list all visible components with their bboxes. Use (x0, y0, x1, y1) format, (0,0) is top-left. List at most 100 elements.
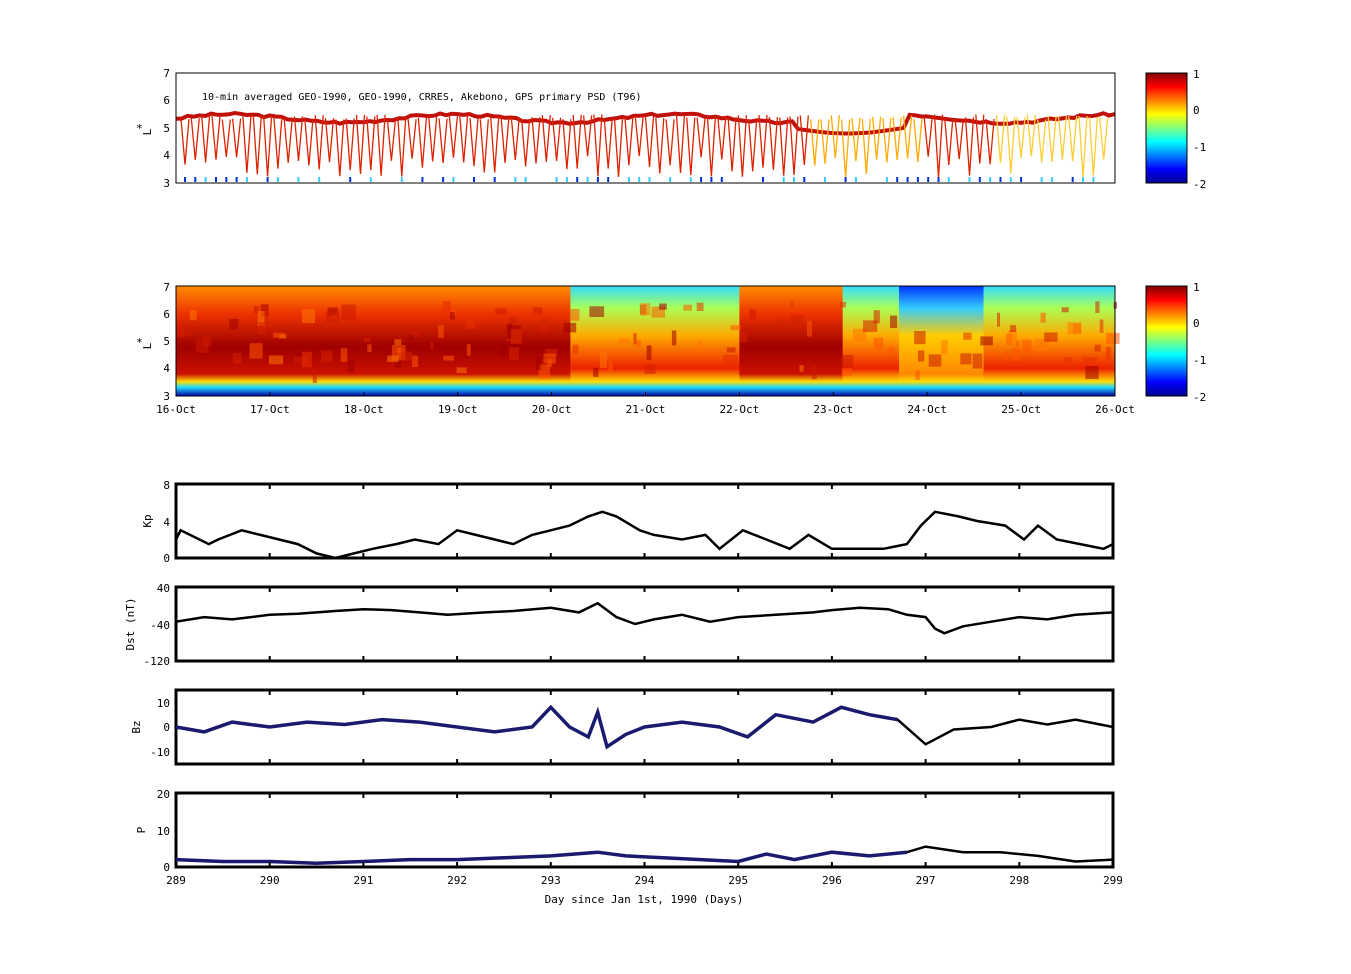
panel1-low-l-point (276, 177, 279, 182)
heatmap-cell (618, 338, 630, 344)
bottom-xtick: 298 (1009, 874, 1029, 887)
heatmap-cell (229, 319, 239, 330)
panel1-ytick: 3 (163, 177, 170, 190)
panel1-orbit-pass (541, 114, 551, 162)
panel2-ytick: 5 (163, 335, 170, 348)
heatmap-cell (853, 328, 867, 342)
dst-ylabel: Dst (nT) (124, 598, 137, 651)
panel1-orbit-pass (531, 117, 541, 164)
heatmap-cell (367, 344, 372, 353)
heatmap-cell (547, 359, 553, 368)
heatmap-cell (730, 325, 741, 331)
heatmap-cell (264, 310, 268, 324)
heatmap-cell (799, 365, 804, 372)
panel1-orbit-pass (366, 116, 376, 171)
panel1-orbit-pass (1088, 116, 1099, 176)
heatmap-cell (301, 351, 312, 368)
panel1-low-l-point (596, 177, 599, 182)
kp-ytick: 8 (163, 479, 170, 492)
heatmap-cell (499, 341, 507, 356)
heatmap-cell (258, 322, 268, 335)
heatmap-cell-block (570, 286, 740, 396)
panel1-orbit-pass (479, 119, 489, 173)
heatmap-cell (1010, 325, 1017, 332)
panel1-ytick: 4 (163, 149, 170, 162)
panel2-colorbar-tick: -2 (1193, 391, 1206, 404)
heatmap-cell (509, 347, 519, 361)
panel1-orbit-pass (376, 114, 386, 176)
panel1-orbit-pass (520, 119, 531, 167)
panel1-orbit-pass (995, 115, 1006, 164)
heatmap-cell (408, 334, 413, 341)
panel1-low-l-point (514, 177, 517, 182)
heatmap-cell (599, 352, 607, 368)
heatmap-cell (536, 356, 542, 370)
bz-ytick: 10 (157, 697, 170, 710)
panel1-low-l-point (689, 177, 692, 182)
panel1-orbit-pass (273, 117, 283, 169)
panel1-orbit-pass (1006, 116, 1016, 174)
heatmap-cell (790, 314, 804, 328)
panel1-orbit-pass (748, 118, 758, 172)
bottom-xtick: 291 (353, 874, 373, 887)
panel1-orbit-pass (562, 119, 572, 170)
p-ylabel: P (135, 826, 148, 833)
panel1-low-l-point (782, 177, 785, 182)
heatmap-cell (960, 353, 972, 365)
heatmap-cell (232, 352, 242, 364)
heatmap-cell (980, 336, 993, 346)
panel1-low-l-point (576, 177, 579, 182)
panel1-orbit-pass (902, 115, 913, 159)
panel1-low-l-point (648, 177, 651, 182)
panel1-low-l-point (452, 177, 455, 182)
panel1-orbit-pass (840, 119, 851, 178)
panel1-ylabel-star: * (136, 122, 143, 135)
heatmap-cell (972, 353, 983, 369)
panel-dst: 40 -40 -120 Dst (nT) (124, 582, 1115, 668)
panel1-orbit-pass (675, 114, 686, 174)
heatmap-cell (589, 306, 605, 317)
panel2-colorbar (1145, 285, 1188, 397)
panel1-orbit-pass (758, 115, 768, 168)
heatmap-cell (1015, 340, 1020, 347)
panel1-orbit-pass (923, 117, 933, 157)
panel2-ytick: 4 (163, 362, 170, 375)
panel1-low-l-point (1009, 177, 1012, 182)
p-ytick: 0 (163, 861, 170, 874)
heatmap-cell (888, 346, 894, 354)
panel1-low-l-point (978, 177, 981, 182)
panel2-xtick: 18-Oct (344, 403, 384, 416)
panel1-low-l-point (896, 177, 899, 182)
panel1-low-l-point (854, 177, 857, 182)
panel1-axes-box (175, 72, 1116, 184)
panel1-orbit-pass (644, 116, 655, 168)
heatmap-cell (841, 368, 852, 377)
panel1-low-l-point (947, 177, 950, 182)
panel1-low-l-point (803, 177, 806, 182)
dst-ytick: -120 (144, 655, 171, 668)
panel1-orbit-pass (954, 119, 964, 160)
heatmap-cell (696, 302, 704, 311)
heatmap-cell (272, 332, 285, 338)
panel1-low-l-point (1020, 177, 1023, 182)
panel1-orbit-pass (1016, 116, 1026, 159)
heatmap-cell (533, 307, 543, 315)
panel1-low-l-point (524, 177, 527, 182)
heatmap-cell (1022, 339, 1032, 353)
panel1-orbit-pass (717, 116, 727, 160)
panel1-low-l-point (235, 177, 238, 182)
panel1-orbit-pass (933, 114, 944, 178)
panel1-ytick: 7 (163, 67, 170, 80)
panel2-xtick: 20-Oct (532, 403, 572, 416)
panel1-orbit-pass (510, 117, 520, 161)
panel1-low-l-point (400, 177, 403, 182)
panel2-ylabel: L (141, 342, 154, 349)
panel1-orbit-pass (706, 116, 717, 177)
panel2-colorbar-tick: 0 (1193, 317, 1200, 330)
heatmap-cell (683, 304, 692, 311)
panel1-orbit-pass (789, 116, 799, 175)
panel1-orbit-pass (231, 118, 242, 158)
panel1-colorbar (1145, 72, 1188, 184)
bottom-xtick: 299 (1103, 874, 1123, 887)
panel2-xtick: 17-Oct (250, 403, 290, 416)
